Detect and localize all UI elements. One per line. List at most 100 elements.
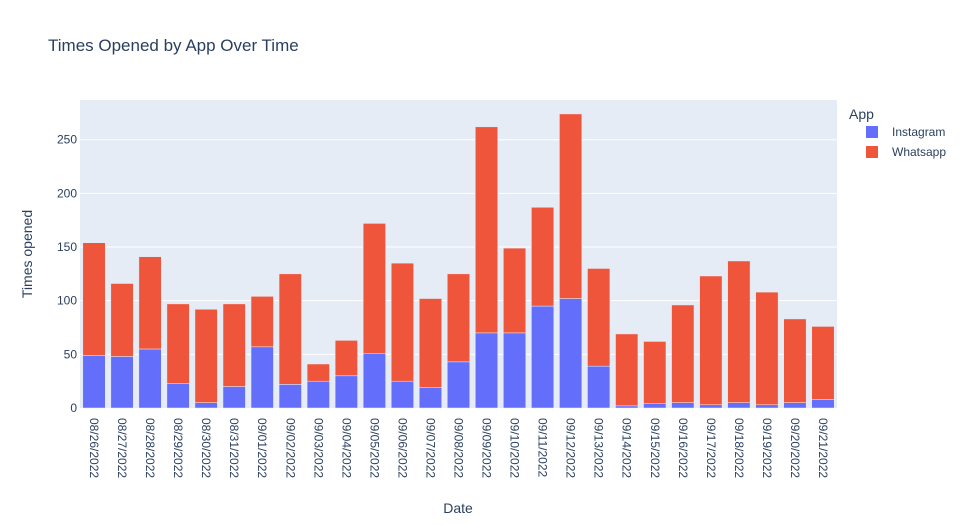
bar (166, 383, 190, 409)
x-tick-label: 09/02/2022 (283, 418, 297, 478)
x-tick-label: 09/11/2022 (536, 418, 550, 477)
y-tick-label: 150 (57, 240, 77, 254)
legend-title: App (849, 106, 874, 122)
x-tick-label: 09/16/2022 (676, 418, 690, 478)
bar (222, 303, 246, 387)
y-tick-label: 0 (70, 401, 77, 415)
y-tick-label: 50 (64, 347, 78, 361)
x-tick-label: 08/27/2022 (115, 418, 129, 478)
bar (166, 303, 190, 384)
bar (278, 384, 302, 409)
bars (82, 113, 835, 409)
x-tick-label: 09/07/2022 (423, 418, 437, 478)
legend-swatch (866, 126, 878, 138)
x-tick-label: 09/21/2022 (816, 418, 830, 478)
bar (811, 399, 835, 409)
bar (475, 332, 499, 409)
x-tick-label: 09/06/2022 (395, 418, 409, 478)
bar (587, 268, 611, 367)
x-tick-label: 08/31/2022 (227, 418, 241, 478)
x-tick-label: 09/05/2022 (367, 418, 381, 478)
legend-item-label: Whatsapp (892, 145, 946, 159)
x-tick-label: 09/12/2022 (564, 418, 578, 478)
bar (390, 380, 414, 409)
bar (643, 403, 667, 409)
bar (531, 207, 555, 307)
y-tick-label: 200 (57, 186, 77, 200)
bar (306, 380, 330, 409)
x-tick-label: 08/30/2022 (199, 418, 213, 478)
y-axis-ticks: 0 50 100 150 200 250 (57, 133, 77, 415)
bar (306, 363, 330, 382)
bar (447, 273, 470, 363)
x-tick-label: 08/29/2022 (171, 418, 185, 478)
bar (250, 346, 274, 409)
bar (418, 387, 442, 409)
x-tick-label: 09/17/2022 (704, 418, 718, 478)
legend-swatch (866, 146, 878, 158)
bar (278, 273, 302, 385)
x-tick-label: 09/03/2022 (311, 418, 325, 478)
bar (475, 126, 499, 334)
bar (727, 402, 751, 409)
y-tick-label: 250 (57, 133, 77, 147)
bar (615, 333, 639, 407)
bar (671, 304, 695, 403)
x-tick-label: 09/04/2022 (339, 418, 353, 478)
legend: App Instagram Whatsapp (849, 106, 946, 159)
bar (727, 260, 751, 403)
bar (82, 355, 106, 409)
bar (138, 256, 162, 350)
legend-item-label: Instagram (892, 125, 945, 139)
x-tick-label: 09/08/2022 (452, 418, 466, 478)
y-axis-title: Times opened (19, 210, 35, 298)
bar (503, 332, 527, 409)
bar (755, 291, 779, 406)
bar (250, 296, 274, 348)
bar (559, 298, 583, 409)
x-tick-label: 08/28/2022 (143, 418, 157, 478)
bar (811, 326, 835, 400)
x-tick-label: 09/01/2022 (255, 418, 269, 478)
x-tick-label: 09/09/2022 (480, 418, 494, 478)
x-tick-label: 09/13/2022 (592, 418, 606, 478)
bar (82, 242, 106, 356)
bar (783, 318, 807, 403)
bar (783, 402, 807, 409)
bar (643, 341, 667, 404)
series-whatsapp (82, 113, 835, 407)
y-tick-label: 100 (57, 294, 77, 308)
bar (699, 275, 723, 406)
bar (699, 404, 723, 409)
bar (390, 262, 414, 382)
bar (334, 375, 358, 409)
x-tick-label: 08/26/2022 (87, 418, 101, 478)
x-tick-label: 09/18/2022 (732, 418, 746, 478)
x-tick-label: 09/20/2022 (788, 418, 802, 478)
bar (222, 386, 246, 409)
x-tick-label: 09/19/2022 (760, 418, 774, 478)
x-tick-label: 09/15/2022 (648, 418, 662, 478)
bar (110, 283, 134, 357)
bar (531, 305, 555, 409)
bar (447, 361, 470, 409)
x-axis-ticks: 08/26/2022 08/27/2022 08/28/2022 08/29/2022… (87, 418, 830, 478)
bar (671, 402, 695, 409)
x-tick-label: 09/14/2022 (620, 418, 634, 478)
bar (615, 405, 639, 409)
bar (362, 353, 386, 409)
x-axis-title: Date (443, 500, 473, 516)
chart-title: Times Opened by App Over Time (48, 36, 299, 55)
bar (110, 356, 134, 409)
bar (503, 247, 527, 334)
x-tick-label: 09/10/2022 (508, 418, 522, 478)
bar (587, 365, 611, 409)
bar (194, 402, 218, 409)
bar (334, 340, 358, 377)
bar (194, 309, 218, 403)
bar (362, 223, 386, 354)
bar (418, 298, 442, 388)
bar (138, 348, 162, 409)
series-instagram (82, 298, 835, 409)
